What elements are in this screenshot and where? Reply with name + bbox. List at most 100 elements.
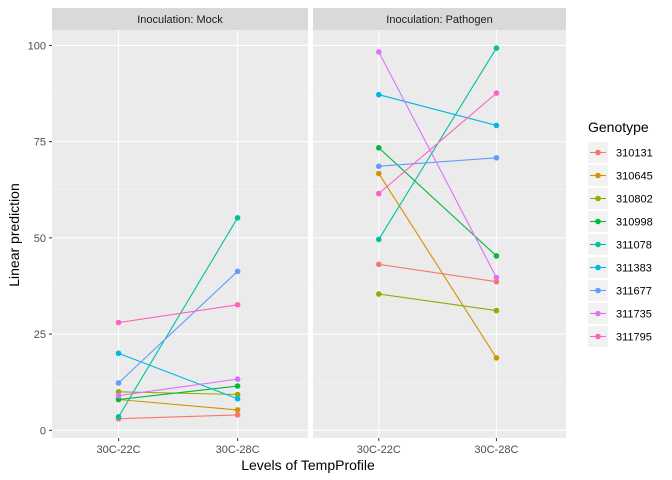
legend-item-311795: 311795: [588, 326, 652, 347]
series-311677: [375, 154, 500, 170]
series-line: [378, 293, 497, 312]
legend-label: 310645: [616, 171, 653, 183]
legend-key-point: [595, 195, 601, 202]
legend-key-point: [595, 172, 601, 179]
data-point: [375, 163, 382, 170]
series-line: [378, 92, 497, 195]
legend-label: 310802: [616, 194, 653, 206]
legend-item-310802: 310802: [588, 188, 653, 209]
data-point: [115, 389, 122, 395]
series-311735: [115, 376, 241, 399]
data-point: [493, 122, 500, 129]
facet-strip-label: Inoculation: Pathogen: [386, 14, 492, 26]
series-line: [118, 352, 238, 400]
data-point: [493, 355, 500, 361]
legend-item-311078: 311078: [588, 234, 652, 255]
facet-panels: Inoculation: Mock Inoculation: Pathogen: [52, 8, 566, 438]
series-line: [378, 263, 497, 283]
data-point: [234, 376, 241, 382]
y-tick-label: 50: [34, 233, 46, 245]
data-point: [375, 261, 382, 268]
x-tick-label: 30C-22C: [357, 444, 401, 456]
legend-key-point: [595, 310, 601, 317]
data-point: [493, 253, 500, 259]
series-line: [118, 378, 238, 397]
series-line: [118, 270, 238, 384]
legend-key-point: [595, 218, 601, 225]
data-point: [493, 90, 500, 96]
series-310998: [115, 383, 241, 403]
data-point: [375, 236, 382, 243]
series-310998: [375, 144, 500, 259]
series-line: [378, 94, 497, 126]
series-line: [378, 173, 497, 359]
legend-title: Genotype: [588, 119, 649, 135]
data-point: [115, 414, 122, 420]
x-tick-label: 30C-22C: [97, 444, 141, 456]
series-311795: [375, 90, 500, 197]
data-point: [115, 392, 122, 399]
legend-key-point: [595, 149, 601, 156]
data-point: [375, 49, 382, 55]
data-point: [375, 190, 382, 197]
series-line: [118, 304, 238, 324]
panel-1: Inoculation: Mock: [52, 8, 308, 438]
data-point: [234, 383, 241, 389]
y-axis-title: Linear prediction: [6, 183, 22, 287]
facet-strip: [52, 8, 308, 30]
data-point: [115, 396, 122, 403]
legend-item-311677: 311677: [588, 280, 652, 301]
series-line: [118, 398, 238, 411]
series-311383: [375, 91, 500, 129]
series-310131: [375, 261, 500, 285]
x-tick-label: 30C-28C: [216, 444, 260, 456]
y-tick-label: 100: [28, 40, 46, 52]
series-line: [118, 414, 238, 420]
data-point: [493, 278, 500, 285]
legend-item-310645: 310645: [588, 165, 653, 186]
legend: Genotype 3101313106453108023109983110783…: [588, 119, 653, 347]
legend-key-point: [595, 241, 601, 248]
legend-item-311735: 311735: [588, 303, 652, 324]
panel-background: [313, 30, 566, 438]
panel-2: Inoculation: Pathogen: [313, 8, 566, 438]
series-311078: [115, 215, 241, 420]
data-point: [115, 319, 122, 326]
y-axis: 0 25 50 75 100: [28, 40, 52, 437]
legend-item-311383: 311383: [588, 257, 652, 278]
data-point: [493, 154, 500, 161]
facet-strip: [313, 8, 566, 30]
data-point: [375, 91, 382, 98]
panel-background: [52, 30, 308, 438]
data-point: [234, 268, 241, 275]
series-line: [118, 217, 239, 418]
series-311677: [115, 268, 241, 386]
data-point: [493, 274, 500, 281]
y-tick-label: 75: [34, 137, 46, 149]
legend-label: 311383: [616, 263, 652, 275]
data-point: [234, 412, 241, 418]
legend-item-310131: 310131: [588, 142, 653, 163]
series-311795: [115, 302, 241, 326]
x-axis-panel-1: 30C-22C 30C-28C: [97, 438, 260, 456]
legend-key-point: [595, 333, 601, 340]
legend-key-point: [595, 264, 601, 271]
legend-label: 311677: [616, 286, 652, 298]
legend-label: 310998: [616, 217, 653, 229]
legend-label: 311795: [616, 332, 652, 344]
y-tick-label: 0: [40, 425, 46, 437]
y-tick-label: 25: [34, 329, 46, 341]
legend-items: 310131 310645 310802 310998 311078 311383 3116…: [588, 142, 653, 347]
series-310645: [375, 170, 500, 361]
series-311735: [375, 49, 500, 281]
data-point: [493, 307, 500, 314]
series-line: [378, 147, 497, 257]
legend-key-point: [595, 287, 601, 294]
data-point: [493, 45, 500, 51]
series-line: [118, 385, 238, 401]
data-point: [234, 302, 241, 308]
series-line: [378, 51, 497, 278]
legend-label: 311735: [616, 309, 652, 321]
legend-label: 311078: [616, 240, 652, 252]
